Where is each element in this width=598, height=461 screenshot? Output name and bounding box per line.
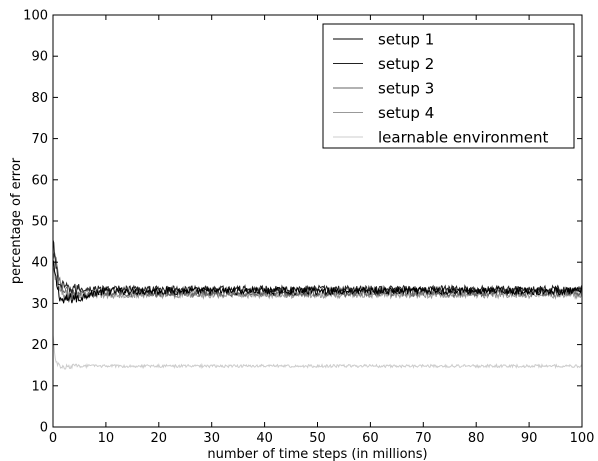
x-tick-label: 0 — [49, 431, 57, 446]
y-tick-label: 100 — [23, 9, 48, 24]
x-axis-title: number of time steps (in millions) — [207, 447, 427, 461]
x-tick-label: 30 — [203, 431, 220, 446]
series-line-2 — [52, 239, 583, 295]
legend-box — [322, 23, 575, 149]
legend-label: learnable environment — [378, 129, 549, 147]
legend-label: setup 1 — [378, 31, 434, 49]
x-tick-label: 10 — [98, 431, 115, 446]
x-tick-label: 80 — [468, 431, 485, 446]
x-tick-label: 90 — [521, 431, 538, 446]
legend: setup 1 setup 2 setup 3 setup 4 learnable en… — [322, 23, 575, 149]
y-tick-label: 50 — [31, 215, 48, 230]
y-axis-title: percentage of error — [9, 157, 24, 284]
x-axis: 0 10 20 30 40 50 60 70 80 90 100 — [49, 15, 595, 446]
x-tick-label: 60 — [362, 431, 379, 446]
x-tick-label: 20 — [151, 431, 168, 446]
legend-label: setup 3 — [378, 80, 434, 98]
x-tick-label: 40 — [256, 431, 273, 446]
y-tick-label: 20 — [31, 338, 48, 353]
y-tick-label: 40 — [31, 256, 48, 271]
y-tick-label: 10 — [31, 379, 48, 394]
x-tick-label: 70 — [415, 431, 432, 446]
series-line-5 — [52, 335, 583, 370]
y-tick-label: 30 — [31, 297, 48, 312]
y-tick-label: 70 — [31, 132, 48, 147]
y-tick-label: 90 — [31, 50, 48, 65]
y-tick-label: 0 — [40, 421, 48, 436]
y-axis: 0 10 20 30 40 50 60 70 80 90 100 — [23, 9, 582, 436]
series-line-1 — [52, 260, 583, 304]
y-tick-label: 80 — [31, 91, 48, 106]
x-tick-label: 100 — [570, 431, 595, 446]
legend-label: setup 2 — [378, 55, 434, 73]
y-tick-label: 60 — [31, 173, 48, 188]
legend-label: setup 4 — [378, 104, 434, 122]
plot-series — [52, 239, 583, 370]
x-tick-label: 50 — [309, 431, 326, 446]
